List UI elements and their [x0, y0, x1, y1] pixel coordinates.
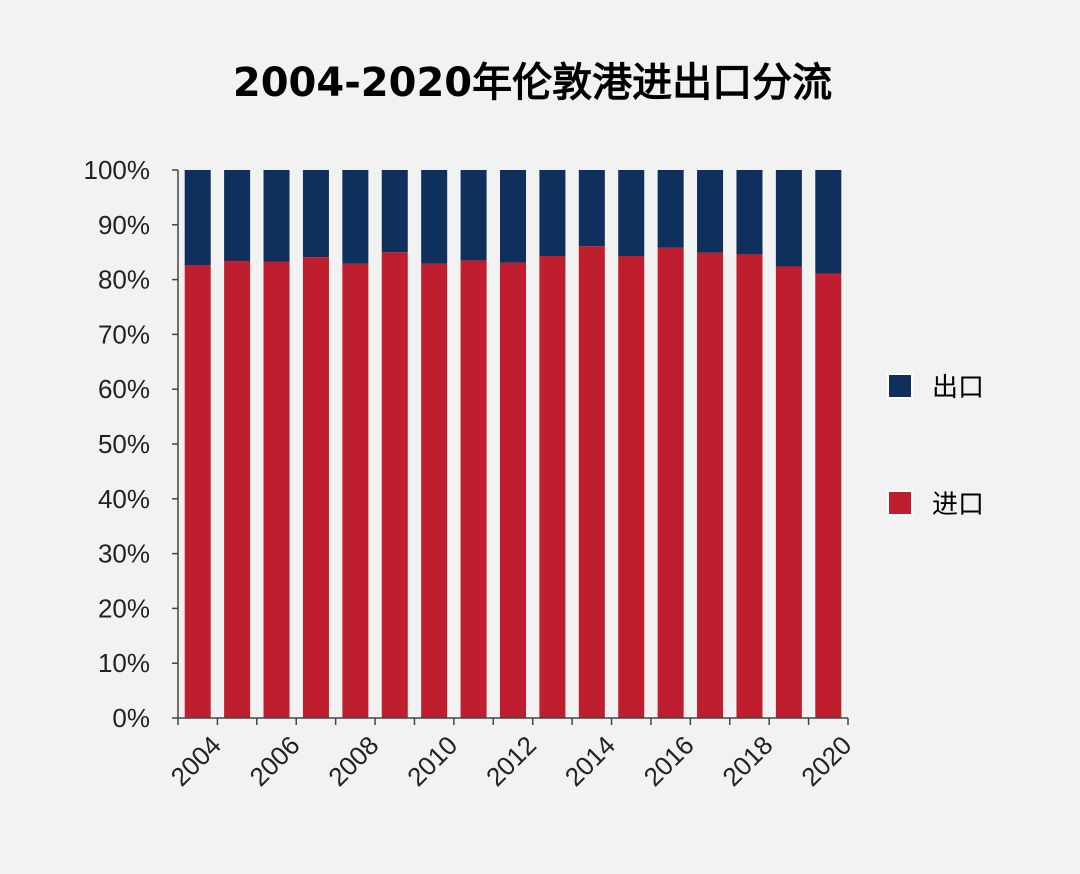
bar-export-2018	[736, 170, 763, 255]
y-tick-label: 90%	[98, 210, 150, 240]
bar-import-2010	[421, 263, 448, 718]
x-tick-label: 2010	[401, 730, 463, 792]
bar-export-2009	[381, 170, 408, 253]
y-tick-label: 10%	[98, 648, 150, 678]
y-tick-label: 0%	[112, 703, 150, 733]
bar-import-2018	[736, 254, 763, 718]
x-tick-label: 2018	[716, 730, 778, 792]
x-tick-label: 2012	[480, 730, 542, 792]
bar-export-2008	[342, 170, 369, 264]
bar-export-2006	[263, 170, 290, 262]
bar-import-2019	[775, 266, 802, 718]
bar-import-2004	[184, 265, 211, 718]
y-tick-label: 30%	[98, 539, 150, 569]
bar-export-2005	[224, 170, 251, 261]
x-tick-label: 2004	[165, 730, 227, 792]
bar-import-2005	[224, 260, 251, 718]
y-tick-label: 40%	[98, 484, 150, 514]
bar-export-2020	[815, 170, 842, 274]
bar-export-2015	[618, 170, 645, 257]
bar-import-2014	[578, 246, 605, 718]
bar-import-2015	[618, 256, 645, 718]
legend-label-export: 出口	[932, 373, 984, 403]
y-tick-label: 20%	[98, 593, 150, 623]
x-tick-label: 2020	[795, 730, 857, 792]
bar-import-2009	[381, 252, 408, 718]
bar-import-2012	[499, 262, 527, 718]
bar-import-2016	[657, 247, 684, 719]
y-tick-label: 70%	[98, 319, 150, 349]
bar-import-2006	[263, 261, 290, 718]
bar-export-2013	[539, 170, 566, 257]
legend-swatch-export	[887, 373, 913, 399]
y-tick-label: 100%	[84, 155, 151, 185]
y-tick-label: 50%	[98, 429, 150, 459]
bar-export-2004	[184, 170, 211, 266]
x-tick-label: 2014	[559, 730, 621, 792]
bar-export-2012	[499, 170, 527, 263]
bar-import-2007	[302, 257, 329, 718]
bar-export-2016	[657, 170, 684, 248]
bar-import-2020	[815, 273, 842, 718]
x-tick-label: 2016	[638, 730, 700, 792]
bar-export-2017	[697, 170, 724, 253]
x-tick-label: 2006	[244, 730, 306, 792]
bar-export-2007	[302, 170, 329, 258]
y-tick-label: 60%	[98, 374, 150, 404]
bar-export-2010	[421, 170, 448, 264]
bar-import-2013	[539, 256, 566, 718]
bar-export-2014	[578, 170, 605, 247]
x-tick-label: 2008	[322, 730, 384, 792]
bar-export-2011	[460, 170, 487, 261]
bar-import-2011	[460, 260, 487, 718]
legend-label-import: 进口	[932, 490, 984, 520]
bar-export-2019	[775, 170, 802, 267]
y-tick-label: 80%	[98, 265, 150, 295]
bar-import-2008	[342, 263, 369, 718]
legend-swatch-import	[887, 490, 913, 516]
bar-import-2017	[697, 252, 724, 719]
chart-title: 2004-2020年伦敦港进出口分流	[232, 60, 833, 106]
